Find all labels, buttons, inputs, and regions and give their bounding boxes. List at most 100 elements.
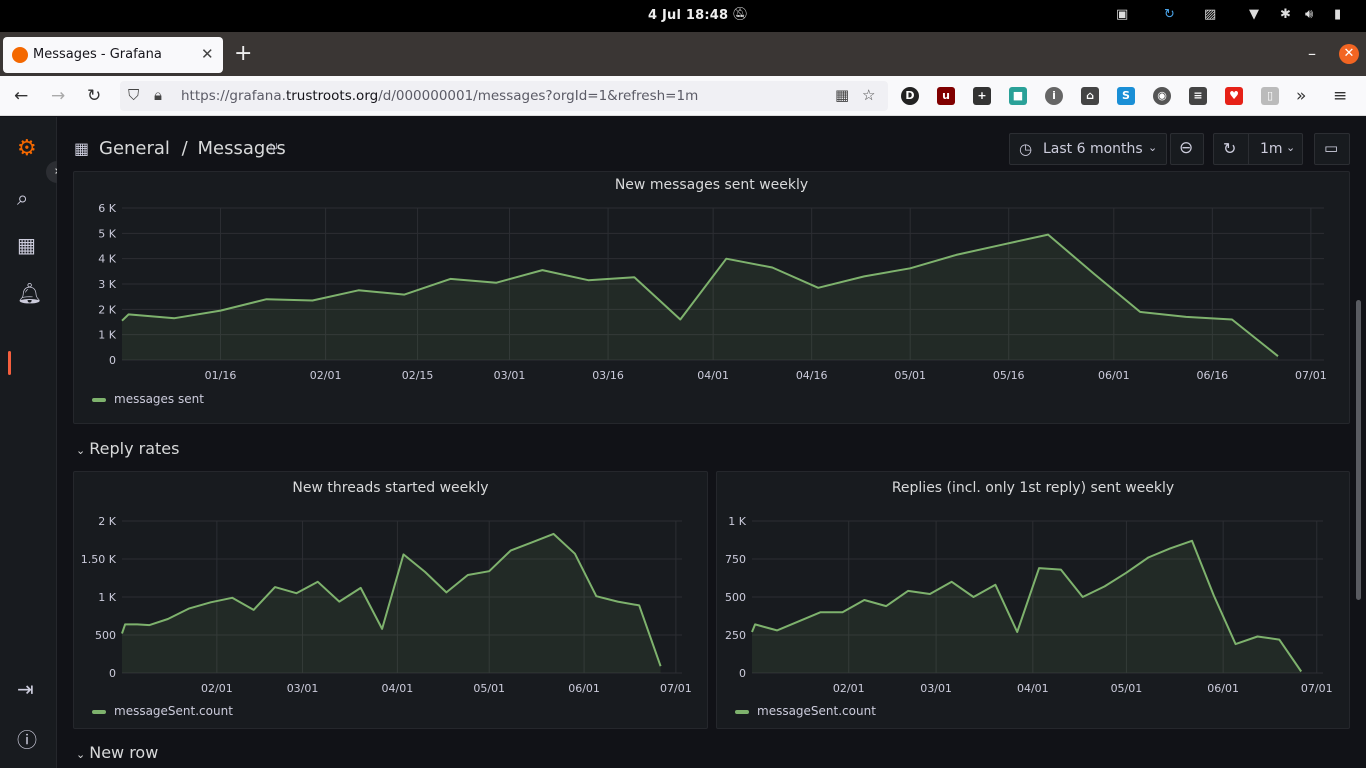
reader-icon[interactable]: ≡ (1189, 87, 1207, 105)
dashboards-icon[interactable]: ▦ (17, 233, 36, 257)
picture-icon[interactable]: ▨ (1204, 7, 1217, 22)
legend-label: messageSent.count (757, 704, 876, 718)
hamburger-menu-icon[interactable]: ≡ (1333, 86, 1348, 106)
panel-title[interactable]: Replies (incl. only 1st reply) sent week… (891, 480, 1175, 496)
ublock-icon[interactable]: u (937, 87, 955, 105)
x-tick-label: 05/01 (1111, 682, 1143, 695)
tab-bar: Messages - Grafana ✕ (0, 32, 1366, 76)
back-icon[interactable]: ← (14, 86, 29, 106)
refresh-icon[interactable]: ↻ (1223, 139, 1237, 158)
zoom-out-button[interactable]: ⊖ (1170, 133, 1204, 165)
x-tick-label: 04/01 (697, 369, 729, 382)
x-tick-label: 02/01 (833, 682, 865, 695)
clock-icon: ◷ (1019, 140, 1033, 158)
extension-heart-icon[interactable]: ♥ (1225, 87, 1243, 105)
more-extensions-icon[interactable]: » (1296, 86, 1307, 106)
share-icon[interactable]: ⑂ (269, 139, 279, 158)
navigation-bar: ← → ↻ ⛉ 🔒︎ https://grafana.trustroots.or… (0, 76, 1366, 116)
row-reply-rates[interactable]: ⌄ Reply rates (76, 439, 179, 458)
lock-icon[interactable]: 🔒︎ (154, 86, 162, 104)
chevron-down-icon[interactable]: ⌄ (1286, 141, 1296, 154)
sync-icon[interactable]: ↻ (1164, 7, 1175, 22)
x-tick-label: 07/01 (660, 682, 692, 695)
alerting-bell-icon[interactable]: 🔔︎ (17, 281, 43, 305)
url-bar[interactable]: ⛉ 🔒︎ https://grafana.trustroots.org/d/00… (120, 81, 888, 111)
x-tick-label: 04/16 (796, 369, 828, 382)
os-clock[interactable]: 4 Jul 18:48 (648, 8, 729, 23)
breadcrumb: General / Messages (99, 138, 286, 159)
y-tick-label: 6 K (98, 202, 116, 215)
new-tab-icon[interactable]: + (234, 41, 253, 66)
row-new-row[interactable]: ⌄ New row (76, 743, 158, 762)
qr-code-icon[interactable]: ▦ (835, 86, 850, 104)
legend-item[interactable]: messages sent (92, 392, 204, 406)
time-range-picker[interactable]: ◷ Last 6 months ⌄ (1009, 133, 1167, 165)
legend-item[interactable]: messageSent.count (735, 704, 876, 718)
volume-icon[interactable]: 🔊︎ (1305, 7, 1314, 22)
extension-eye-icon[interactable]: ◉ (1153, 87, 1171, 105)
x-tick-label: 02/15 (402, 369, 434, 382)
url-text[interactable]: https://grafana.trustroots.org/d/0000000… (181, 88, 699, 104)
search-icon[interactable]: ⌕ (17, 186, 29, 210)
save-extension-icon[interactable]: ■ (1009, 87, 1027, 105)
messages-sent-chart[interactable]: 0 1 K 2 K 3 K 4 K 5 K 6 K 01/16 02/01 02/15 03/01 0… (74, 172, 1351, 425)
grafana-favicon-icon (12, 47, 28, 63)
chevron-down-icon: ⌄ (76, 748, 86, 761)
refresh-picker[interactable]: ↻ 1m ⌄ (1213, 133, 1303, 165)
panel-messages-sent[interactable]: New messages sent weekly 0 1 K 2 K 3 K 4 K 5 … (73, 171, 1350, 424)
minimize-window-icon[interactable]: – (1308, 44, 1316, 63)
chevron-down-icon: ⌄ (1148, 141, 1158, 154)
legend-item[interactable]: messageSent.count (92, 704, 233, 718)
y-tick-label: 1 K (98, 329, 116, 342)
bluetooth-icon[interactable]: ✱ (1280, 7, 1291, 22)
extension-s-icon[interactable]: S (1117, 87, 1135, 105)
y-tick-label: 3 K (98, 278, 116, 291)
close-tab-icon[interactable]: ✕ (201, 45, 214, 63)
x-tick-label: 03/16 (592, 369, 624, 382)
dashboard-grid-icon: ▦ (74, 139, 90, 158)
refresh-interval-label[interactable]: 1m (1260, 141, 1283, 157)
y-tick-label: 4 K (98, 253, 116, 266)
breadcrumb-folder[interactable]: General (99, 138, 170, 159)
forward-icon[interactable]: → (51, 86, 66, 106)
battery-icon[interactable]: ▮ (1334, 7, 1342, 22)
shield-icon[interactable]: ⛉ (128, 86, 140, 104)
grafana-logo-icon[interactable]: ⚙ (17, 136, 37, 161)
y-tick-label: 750 (725, 553, 746, 566)
y-tick-label: 2 K (98, 303, 116, 316)
help-icon[interactable]: ⓘ (17, 728, 37, 752)
wifi-icon[interactable]: ▼ (1249, 7, 1259, 22)
y-tick-label: 5 K (98, 227, 116, 240)
panel-title[interactable]: New threads started weekly (292, 480, 489, 496)
refresh-divider (1248, 134, 1249, 164)
x-tick-label: 07/01 (1301, 682, 1333, 695)
reload-icon[interactable]: ↻ (87, 86, 102, 106)
x-tick-label: 07/01 (1295, 369, 1327, 382)
x-tick-label: 02/01 (310, 369, 342, 382)
extension-privacy-icon[interactable]: i (1045, 87, 1063, 105)
threads-started-chart[interactable]: 0 500 1 K 1.50 K 2 K 02/01 03/01 04/01 05/01 06/0… (74, 472, 709, 730)
zoom-out-icon: ⊖ (1179, 138, 1194, 158)
tab-messages-grafana[interactable]: Messages - Grafana ✕ (3, 37, 223, 73)
panel-replies-sent[interactable]: Replies (incl. only 1st reply) sent week… (716, 471, 1350, 729)
panel-title[interactable]: New messages sent weekly (614, 177, 809, 193)
extension-d-icon[interactable]: D (901, 87, 919, 105)
panel-threads-started[interactable]: New threads started weekly 0 500 1 K 1.50 K… (73, 471, 708, 729)
tv-mode-button[interactable]: ▭ (1314, 133, 1350, 165)
x-tick-label: 05/01 (894, 369, 926, 382)
notifications-muted-icon[interactable]: 🔕︎ (732, 7, 749, 22)
page-icon[interactable]: ▯ (1261, 87, 1279, 105)
extension-grid-icon[interactable]: + (973, 87, 991, 105)
y-tick-label: 1 K (98, 591, 116, 604)
bookmark-star-icon[interactable]: ☆ (862, 86, 876, 104)
screens-icon[interactable]: ▣ (1116, 7, 1129, 22)
replies-sent-chart[interactable]: 0 250 500 750 1 K 02/01 03/01 04/01 05/01 06/01 07… (717, 472, 1351, 730)
extension-home-icon[interactable]: ⌂ (1081, 87, 1099, 105)
row-title: New row (89, 743, 159, 762)
breadcrumb-title[interactable]: Messages (197, 138, 286, 159)
scrollbar[interactable] (1356, 300, 1361, 600)
dashboard-header: ▦ General / Messages ⑂ ◷ Last 6 months ⌄… (57, 117, 1366, 181)
sign-in-icon[interactable]: ⇥ (17, 677, 34, 701)
series-area-fill (122, 533, 661, 673)
close-window-icon[interactable]: ✕ (1339, 44, 1359, 64)
